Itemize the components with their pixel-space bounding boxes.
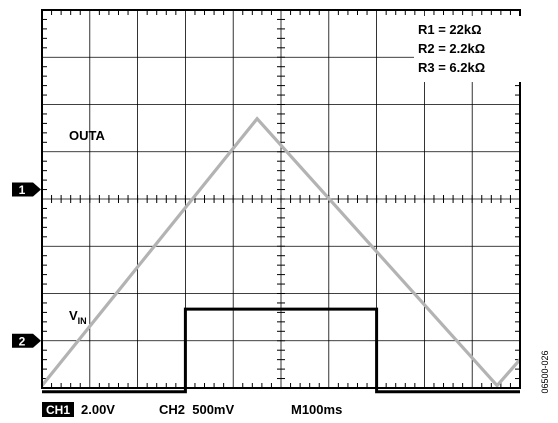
outa-label: OUTA: [69, 128, 105, 143]
vin-label: VIN: [69, 308, 87, 326]
vin-label-sub: IN: [78, 316, 87, 326]
screen-frame: [41, 9, 521, 389]
channel-marker-arrow: [12, 182, 41, 197]
ch1-scale: 2.00V: [81, 402, 115, 417]
resistor-legend-box: [414, 16, 522, 82]
channel-marker-arrow: [12, 333, 41, 348]
figure-id: 06500-026: [540, 350, 550, 393]
series-vin-line: [40, 116, 522, 389]
channel-markers: 12: [12, 182, 41, 348]
channel-marker-label: 1: [19, 183, 26, 197]
r2-label: R2 = 2.2kΩ: [418, 41, 485, 56]
channel-2-marker: 2: [12, 333, 41, 348]
ch1-badge: CH1: [46, 403, 70, 417]
series-outa-line: [42, 307, 520, 394]
vin-label-main: V: [69, 308, 78, 323]
r1-label: R1 = 22kΩ: [418, 22, 482, 37]
traces: [40, 116, 522, 394]
ch2-scale: CH2 500mV: [159, 402, 234, 417]
timebase: M100ms: [291, 402, 342, 417]
ch1-badge-bg: [42, 402, 74, 417]
channel-marker-label: 2: [19, 334, 26, 348]
r3-label: R3 = 6.2kΩ: [418, 60, 485, 75]
graticule-ticks: [42, 10, 520, 388]
channel-1-marker: 1: [12, 182, 41, 197]
